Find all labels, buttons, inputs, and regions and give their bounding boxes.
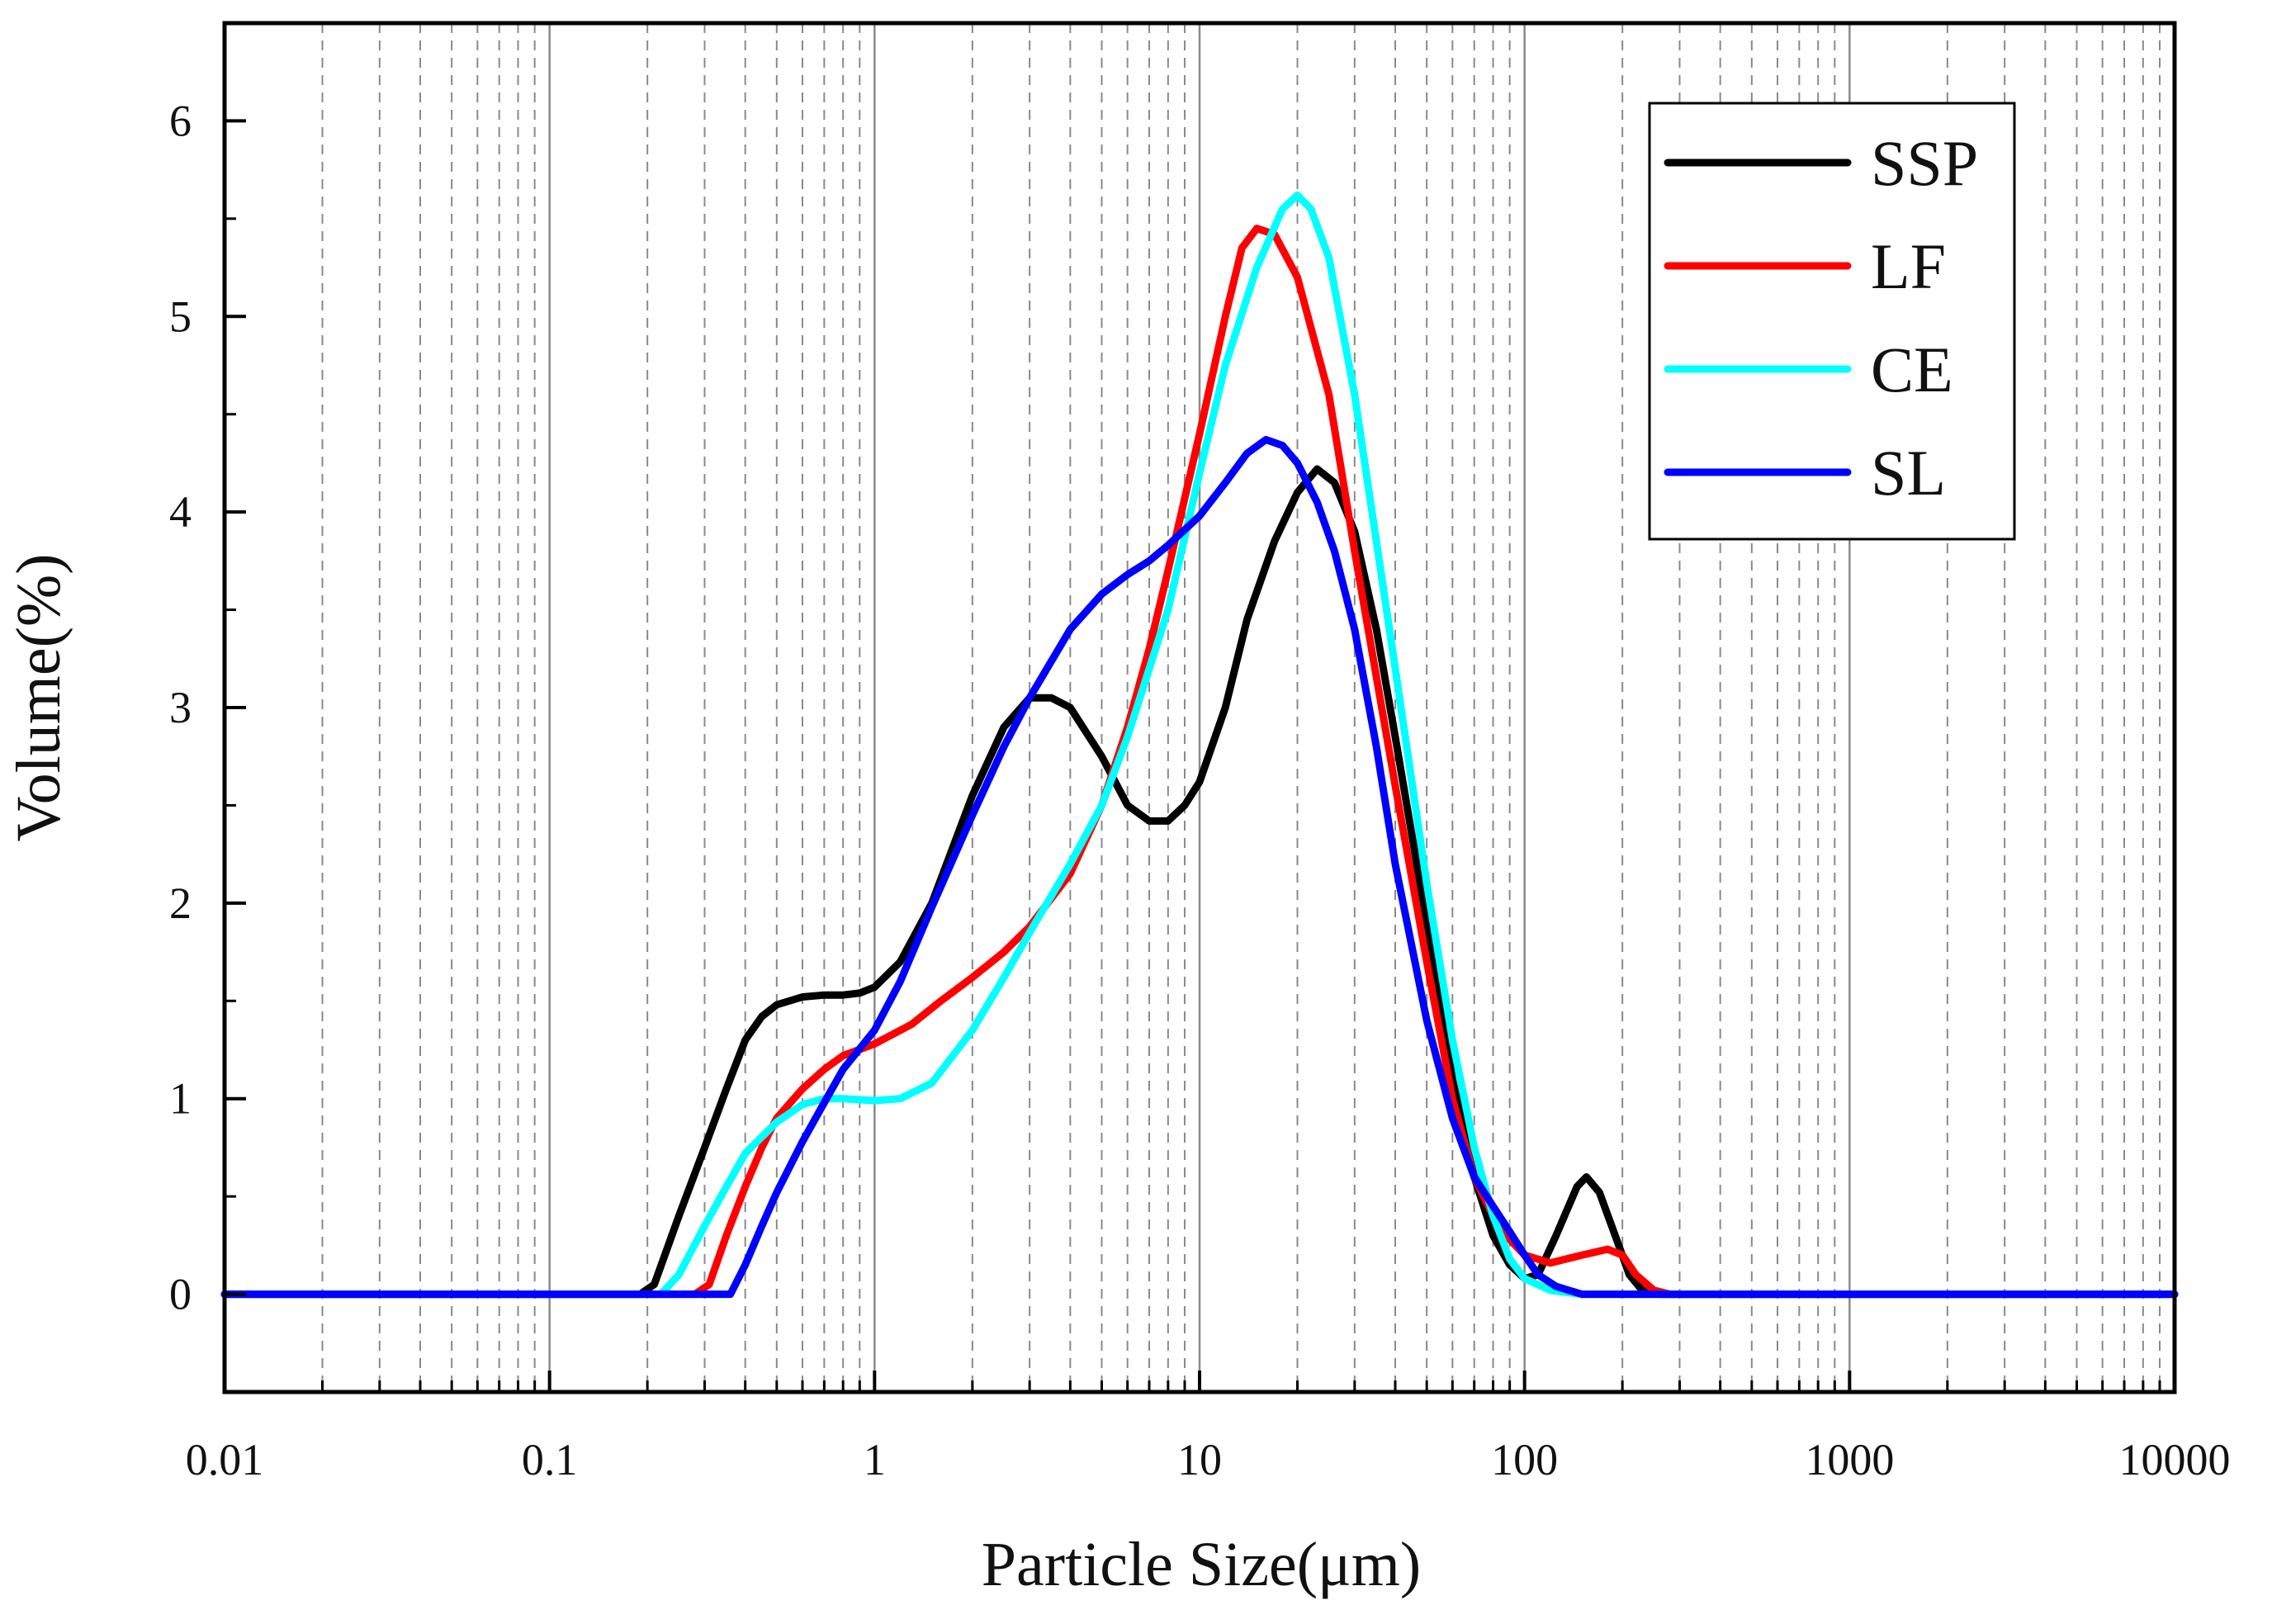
- series-sl-line: [220, 436, 2179, 1299]
- legend-label-ssp: SSP: [1871, 127, 1978, 199]
- x-tick-label: 0.1: [522, 1435, 578, 1484]
- series-layer: [220, 191, 2179, 1299]
- legend-label-ce: CE: [1871, 334, 1953, 405]
- legend-label-lf: LF: [1871, 230, 1946, 302]
- x-tick-label: 10000: [2119, 1435, 2231, 1484]
- y-axis-title: Volume(%): [4, 554, 73, 842]
- series-ce-line: [220, 191, 2179, 1299]
- y-tick-label: 2: [169, 878, 192, 928]
- series-ssp-line: [220, 465, 2179, 1299]
- y-tick-label: 1: [169, 1074, 192, 1124]
- x-tick-label: 0.01: [186, 1435, 264, 1484]
- y-tick-label: 3: [169, 683, 192, 732]
- y-tick-labels: 0 1 2 3 4 5 6: [169, 96, 192, 1319]
- series-lf-line: [220, 225, 2179, 1299]
- x-tick-label: 100: [1491, 1435, 1558, 1484]
- x-axis-title: Particle Size(μm): [982, 1530, 1421, 1599]
- legend-box: [1648, 102, 2016, 541]
- y-tick-label: 0: [169, 1270, 192, 1319]
- y-tick-label: 4: [169, 487, 192, 537]
- tick-marks: [223, 119, 2176, 1392]
- legend: SSP LF CE SL: [1648, 102, 2016, 541]
- legend-label-sl: SL: [1871, 437, 1946, 509]
- x-tick-labels: 0.01 0.1 1 10 100 1000 10000: [186, 1435, 2231, 1484]
- x-tick-label: 1: [864, 1435, 886, 1484]
- x-tick-label: 1000: [1805, 1435, 1894, 1484]
- x-tick-label: 10: [1177, 1435, 1222, 1484]
- y-tick-label: 6: [169, 96, 192, 145]
- y-tick-label: 5: [169, 291, 192, 341]
